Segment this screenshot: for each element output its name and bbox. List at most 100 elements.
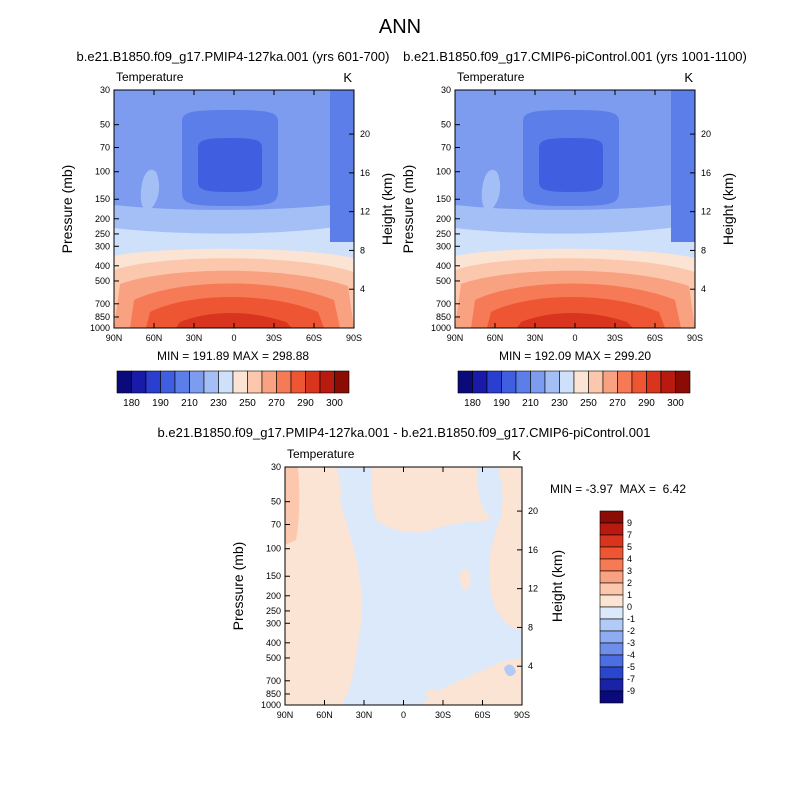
panel-c-stats: MIN = -3.97 MAX = 6.42: [550, 482, 686, 496]
y2-tick-label: 8: [701, 245, 706, 255]
y-tick-label: 500: [436, 276, 451, 286]
x-tick-label: 60N: [146, 333, 163, 343]
colorbar-swatch: [599, 630, 624, 644]
colorbar-label: 190: [493, 398, 510, 409]
colorbar-label: -2: [627, 626, 635, 636]
colorbar-label: 210: [522, 398, 539, 409]
panel-a-contours: [114, 90, 354, 328]
x-tick-label: 90S: [346, 333, 362, 343]
x-tick-label: 30N: [356, 710, 373, 720]
panel-c-title: b.e21.B1850.f09_g17.PMIP4-127ka.001 - b.…: [158, 425, 651, 440]
colorbar-swatch: [588, 370, 604, 394]
panel-a-stats: MIN = 191.89 MAX = 298.88: [157, 349, 309, 363]
colorbar-swatch: [261, 370, 277, 394]
y-tick-label: 700: [95, 299, 110, 309]
y-tick-label: 50: [100, 120, 110, 130]
y-tick-label: 200: [266, 591, 281, 601]
y-tick-label: 400: [95, 261, 110, 271]
colorbar-swatch: [602, 370, 618, 394]
panel-b-stats: MIN = 192.09 MAX = 299.20: [499, 349, 651, 363]
colorbar-label: -9: [627, 686, 635, 696]
contour-fill: [539, 138, 603, 192]
y2-tick-label: 20: [701, 129, 711, 139]
y-tick-label: 1000: [90, 323, 110, 333]
colorbar-label: 230: [210, 398, 227, 409]
y2-tick-label: 20: [360, 129, 370, 139]
panel-a: b.e21.B1850.f09_g17.PMIP4-127ka.001 (yrs…: [59, 49, 395, 409]
contour-fill: [504, 664, 516, 677]
panel-a-colorbar: 180 190 210 230 250 270 290 300: [116, 370, 350, 409]
colorbar-swatch: [599, 678, 624, 692]
x-tick-label: 90N: [277, 710, 294, 720]
colorbar-swatch: [472, 370, 488, 394]
panel-b-contours: [455, 90, 695, 328]
panel-c: b.e21.B1850.f09_g17.PMIP4-127ka.001 - b.…: [158, 425, 687, 720]
colorbar-label: 300: [326, 398, 343, 409]
y2-tick-label: 12: [701, 207, 711, 217]
colorbar-label: -7: [627, 674, 635, 684]
panel-c-contours: [285, 467, 522, 705]
x-tick-label: 60N: [316, 710, 333, 720]
colorbar-label: 9: [627, 518, 632, 528]
colorbar-swatch: [530, 370, 546, 394]
panel-b-y2label: Height (km): [720, 173, 736, 245]
y-tick-label: 300: [95, 241, 110, 251]
y2-tick-label: 4: [701, 284, 706, 294]
y-tick-label: 150: [436, 194, 451, 204]
x-tick-label: 90N: [447, 333, 464, 343]
x-tick-label: 60S: [474, 710, 490, 720]
y2-tick-label: 4: [360, 284, 365, 294]
contour-fill: [517, 313, 633, 328]
y-tick-label: 500: [266, 653, 281, 663]
colorbar-label: 250: [239, 398, 256, 409]
panel-b-colorbar: 180 190 210 230 250 270 290 300: [457, 370, 691, 409]
y-tick-label: 500: [95, 276, 110, 286]
x-tick-label: 60N: [487, 333, 504, 343]
y2-tick-label: 4: [528, 661, 533, 671]
colorbar-swatch: [675, 370, 691, 394]
colorbar-swatch: [232, 370, 248, 394]
x-tick-label: 30N: [186, 333, 203, 343]
y-tick-label: 1000: [431, 323, 451, 333]
x-tick-label: 60S: [306, 333, 322, 343]
contour-fill: [330, 90, 354, 242]
contour-fill: [460, 568, 471, 591]
x-tick-label: 0: [572, 333, 577, 343]
colorbar-swatch: [599, 618, 624, 632]
x-tick-label: 30N: [527, 333, 544, 343]
colorbar-swatch: [218, 370, 234, 394]
y2-tick-label: 16: [701, 168, 711, 178]
contour-fill: [337, 467, 522, 705]
x-tick-label: 30S: [435, 710, 451, 720]
colorbar-swatch: [599, 690, 624, 704]
x-tick-label: 30S: [607, 333, 623, 343]
panel-a-right-label: K: [343, 70, 352, 85]
colorbar-swatch: [501, 370, 517, 394]
y-tick-label: 200: [95, 214, 110, 224]
y-tick-label: 700: [436, 299, 451, 309]
y-tick-label: 30: [441, 85, 451, 95]
colorbar-swatch: [573, 370, 589, 394]
panel-c-y2label: Height (km): [549, 550, 565, 622]
y-tick-label: 400: [436, 261, 451, 271]
colorbar-swatch: [599, 558, 624, 572]
y-tick-label: 850: [266, 689, 281, 699]
y-tick-label: 70: [100, 143, 110, 153]
colorbar-swatch: [599, 594, 624, 608]
y2-tick-label: 16: [528, 545, 538, 555]
x-tick-label: 90S: [514, 710, 530, 720]
y-tick-label: 100: [436, 167, 451, 177]
colorbar-swatch: [599, 606, 624, 620]
colorbar-label: -1: [627, 614, 635, 624]
y-tick-label: 700: [266, 676, 281, 686]
colorbar-label: -4: [627, 650, 635, 660]
panel-a-left-label: Temperature: [116, 70, 184, 84]
colorbar-swatch: [116, 370, 132, 394]
colorbar-label: 7: [627, 530, 632, 540]
colorbar-swatch: [544, 370, 560, 394]
y2-tick-label: 20: [528, 506, 538, 516]
colorbar-swatch: [174, 370, 190, 394]
y-tick-label: 50: [271, 497, 281, 507]
contour-fill: [426, 689, 440, 701]
colorbar-label: 250: [580, 398, 597, 409]
